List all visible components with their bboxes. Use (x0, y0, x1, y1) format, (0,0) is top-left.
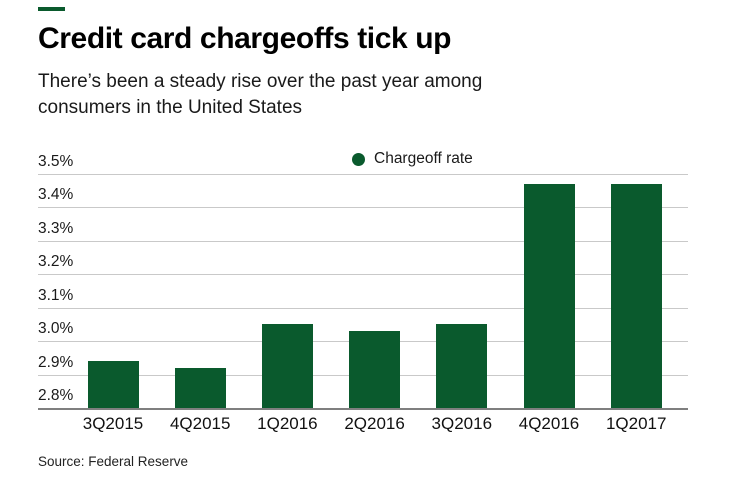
bar (436, 324, 488, 408)
chart-title: Credit card chargeoffs tick up (38, 22, 452, 55)
y-axis-label: 3.5% (38, 153, 74, 170)
source-note: Source: Federal Reserve (38, 454, 189, 469)
legend-label: Chargeoff rate (374, 150, 473, 167)
y-axis-label: 3.0% (38, 320, 74, 338)
x-axis-label: 3Q2016 (431, 414, 493, 433)
gridline (38, 240, 688, 242)
chart-subtitle: There’s been a steady rise over the past… (38, 69, 482, 121)
x-axis-label: 1Q2017 (605, 414, 667, 433)
bar (523, 184, 575, 408)
y-axis-label: 2.8% (38, 387, 74, 404)
bar (349, 331, 401, 408)
x-axis-label: 3Q2015 (82, 414, 144, 433)
y-axis-label: 2.9% (38, 353, 74, 371)
x-axis-label: 4Q2015 (169, 414, 231, 433)
x-axis-label: 2Q2016 (344, 414, 405, 433)
y-axis-label: 3.2% (38, 253, 74, 271)
x-axis-baseline (38, 408, 688, 410)
y-axis-label: 3.3% (38, 219, 74, 237)
y-axis-label: 3.1% (38, 286, 74, 304)
bar (261, 324, 313, 408)
accent-dash (38, 7, 65, 11)
y-axis-label: 3.4% (38, 186, 74, 204)
x-axis-label: 1Q2016 (257, 414, 318, 433)
bar (87, 361, 139, 408)
chart-subtitle-line-1: There’s been a steady rise over the past… (38, 71, 483, 92)
legend: Chargeoff rate (352, 150, 473, 168)
gridline (38, 274, 688, 276)
gridline (38, 207, 688, 209)
bar (174, 367, 226, 408)
x-axis-label: 4Q2016 (518, 414, 580, 433)
legend-dot-icon (352, 152, 365, 166)
gridline (38, 174, 688, 175)
chart-subtitle-line-2: consumers in the United States (38, 97, 303, 118)
bar (610, 184, 662, 408)
gridline (38, 307, 688, 309)
